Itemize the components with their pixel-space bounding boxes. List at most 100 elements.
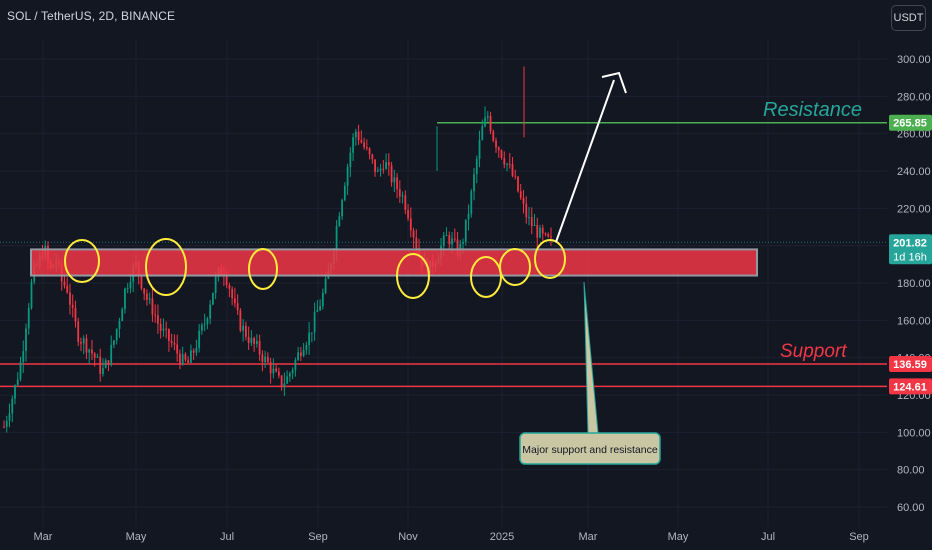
candle-body xyxy=(522,197,525,204)
candle-body xyxy=(448,235,451,245)
price-tick-label: 300.00 xyxy=(897,54,931,66)
candle-body xyxy=(162,328,165,331)
candle-body xyxy=(500,150,503,158)
time-tick-label: Jul xyxy=(220,531,234,543)
candle-body xyxy=(203,323,206,325)
candle-body xyxy=(266,356,269,363)
candle-body xyxy=(404,195,407,210)
candle-body xyxy=(214,276,217,293)
touch-circle xyxy=(499,248,531,286)
time-tick-label: 2025 xyxy=(490,531,514,543)
candle-body xyxy=(308,332,311,346)
time-tick-label: May xyxy=(126,531,147,543)
candle-body xyxy=(195,347,198,353)
candle-body xyxy=(528,217,530,219)
candle-body xyxy=(3,426,5,428)
touch-circle xyxy=(64,239,100,283)
candle-body xyxy=(368,148,371,155)
symbol-title: SOL / TetherUS, 2D, BINANCE xyxy=(7,9,176,23)
candle-body xyxy=(503,157,506,165)
candle-body xyxy=(181,354,184,364)
candle-body xyxy=(96,356,99,358)
resistance-text: Resistance xyxy=(763,99,862,121)
candle-body xyxy=(269,362,272,374)
candle-body xyxy=(71,304,74,308)
candle-body xyxy=(297,352,300,360)
time-tick-label: Nov xyxy=(398,531,418,543)
candle-body xyxy=(239,310,242,331)
candle-body xyxy=(539,227,541,238)
candle-body xyxy=(283,383,286,387)
candle-body xyxy=(206,318,209,324)
price-label-resistance xyxy=(889,114,932,131)
currency-button[interactable]: USDT xyxy=(891,5,926,31)
candle-body xyxy=(99,356,102,374)
time-tick-label: May xyxy=(668,531,689,543)
time-tick-label: Sep xyxy=(308,531,328,543)
candle-body xyxy=(363,142,365,148)
price-tick-label: 280.00 xyxy=(897,91,931,103)
candle-body xyxy=(74,307,77,322)
candle-body xyxy=(192,350,195,353)
candle-body xyxy=(231,288,234,299)
candle-body xyxy=(470,191,473,214)
candle-body xyxy=(544,233,547,235)
candle-body xyxy=(475,158,478,175)
candle-body xyxy=(124,288,126,310)
candle-body xyxy=(82,338,85,344)
candle-body xyxy=(550,236,552,238)
candle-body xyxy=(69,292,71,305)
candle-body xyxy=(341,200,343,217)
price-label-current xyxy=(889,234,932,265)
candle-body xyxy=(346,167,349,186)
candle-body xyxy=(385,162,387,169)
candle-body xyxy=(225,276,228,286)
candle-body xyxy=(517,176,519,192)
candle-body xyxy=(514,175,517,177)
candle-body xyxy=(456,239,459,256)
candle-body xyxy=(176,344,179,354)
candle-body xyxy=(30,281,33,308)
candle-body xyxy=(77,321,80,342)
candle-body xyxy=(179,353,181,364)
candle-body xyxy=(244,325,247,337)
candle-body xyxy=(497,147,500,151)
candle-body xyxy=(184,354,187,360)
countdown-text: 1d 16h xyxy=(893,251,927,263)
candle-body xyxy=(519,191,522,198)
candle-body xyxy=(228,285,231,289)
candle-body xyxy=(165,328,168,330)
touch-circle xyxy=(396,253,430,299)
price-tick-label: 60.00 xyxy=(897,502,925,514)
candle-body xyxy=(102,368,104,374)
candle-body xyxy=(407,209,409,219)
candle-body xyxy=(11,398,14,414)
candle-body xyxy=(393,177,396,183)
candle-body xyxy=(481,126,484,141)
candle-body xyxy=(489,115,492,132)
zone-rectangle xyxy=(30,248,758,277)
candle-body xyxy=(93,353,96,358)
price-labels: 265.85 201.82 1d 16h 136.59 124.61 xyxy=(889,114,932,395)
candle-body xyxy=(264,356,267,363)
candle-body xyxy=(91,349,93,354)
candle-body xyxy=(110,344,113,366)
candle-body xyxy=(146,293,148,300)
candle-body xyxy=(157,315,159,324)
candle-body xyxy=(396,177,398,190)
candle-body xyxy=(398,189,401,197)
candle-body xyxy=(275,368,278,372)
candle-body xyxy=(508,163,511,165)
candle-body xyxy=(525,203,528,218)
price-tick-label: 260.00 xyxy=(897,129,931,141)
candle-body xyxy=(464,219,467,243)
candle-body xyxy=(14,385,16,399)
touch-circle xyxy=(248,248,278,290)
candle-body xyxy=(478,140,481,159)
candle-body xyxy=(462,242,464,244)
level-lines xyxy=(0,121,887,388)
candle-body xyxy=(242,325,245,331)
candle-body xyxy=(261,354,264,363)
candle-body xyxy=(85,338,88,353)
